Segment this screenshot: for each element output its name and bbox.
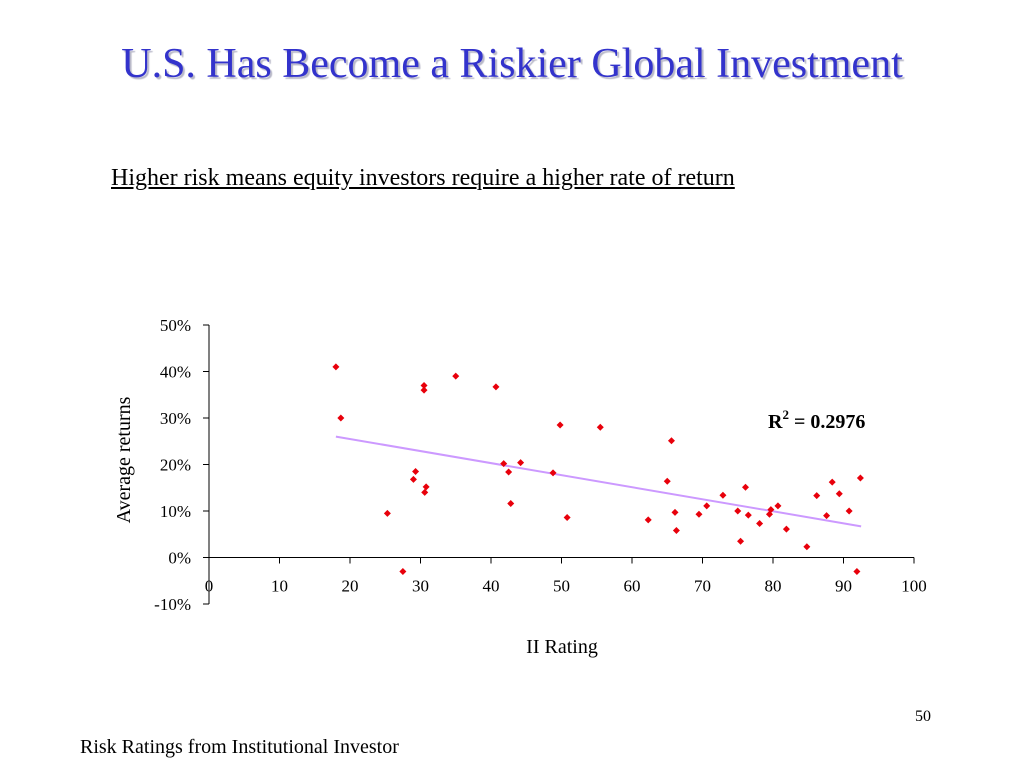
x-tick-label: 70 — [694, 577, 711, 596]
r-squared-annotation: R2 = 0.2976 — [768, 407, 865, 433]
data-point — [383, 509, 391, 517]
y-tick-label: 40% — [160, 363, 191, 382]
x-tick-label: 50 — [553, 577, 570, 596]
r2-value: = 0.2976 — [789, 411, 865, 433]
y-tick-label: 20% — [160, 456, 191, 475]
data-point — [412, 467, 420, 475]
data-point — [774, 502, 782, 510]
data-point — [737, 537, 745, 545]
data-point — [505, 468, 513, 476]
data-point — [507, 500, 515, 508]
data-point — [672, 527, 680, 535]
x-tick-label: 0 — [205, 577, 214, 596]
x-tick-label: 30 — [412, 577, 429, 596]
data-point — [671, 508, 679, 516]
data-point — [517, 459, 525, 467]
data-point — [500, 460, 508, 468]
data-point — [332, 363, 340, 371]
x-tick-label: 40 — [483, 577, 500, 596]
data-point — [813, 492, 821, 500]
data-point — [744, 511, 752, 519]
x-axis-title: II Rating — [526, 636, 598, 658]
trendline — [335, 435, 862, 528]
data-point — [703, 502, 711, 510]
data-points — [332, 363, 864, 575]
tick-labels: -10% 0% 10% 20% 30% 40% 50% 0 10 20 30 40 50 60 70 80 90… — [154, 316, 927, 614]
data-point — [399, 567, 407, 575]
data-point — [835, 490, 843, 498]
data-point — [663, 477, 671, 485]
data-point — [734, 507, 742, 515]
chart-axes — [203, 324, 915, 605]
y-tick-label: -10% — [154, 595, 191, 614]
data-point — [742, 483, 750, 491]
data-point — [644, 516, 652, 524]
x-tick-label: 60 — [624, 577, 641, 596]
data-point — [782, 525, 790, 533]
data-point — [856, 474, 864, 482]
x-tick-label: 20 — [342, 577, 359, 596]
r2-label: R — [768, 411, 783, 433]
x-tick-label: 100 — [901, 577, 927, 596]
data-point — [853, 567, 861, 575]
data-point — [803, 543, 811, 551]
data-point — [828, 478, 836, 486]
data-point — [422, 483, 430, 491]
y-tick-label: 50% — [160, 316, 191, 335]
x-tick-label: 90 — [835, 577, 852, 596]
data-point — [420, 386, 428, 394]
x-tick-label: 80 — [765, 577, 782, 596]
data-point — [452, 372, 460, 380]
data-point — [549, 469, 557, 477]
data-point — [420, 381, 428, 389]
data-point — [421, 488, 429, 496]
data-point — [667, 437, 675, 445]
data-point — [492, 383, 500, 391]
data-point — [409, 475, 417, 483]
data-point — [337, 414, 345, 422]
data-point — [767, 506, 775, 514]
slide-title: U.S. Has Become a Riskier Global Investm… — [121, 41, 903, 87]
x-tick-label: 10 — [271, 577, 288, 596]
data-point — [596, 423, 604, 431]
y-tick-label: 30% — [160, 409, 191, 428]
data-point — [756, 520, 764, 528]
source-note: Risk Ratings from Institutional Investor — [80, 736, 399, 758]
y-axis-title: Average returns — [113, 396, 135, 523]
trendline-layer — [335, 435, 862, 528]
page-number: 50 — [915, 708, 931, 725]
data-point — [695, 510, 703, 518]
data-point — [845, 507, 853, 515]
r2-exponent: 2 — [782, 407, 789, 422]
data-point — [719, 491, 727, 499]
y-tick-label: 10% — [160, 502, 191, 521]
y-tick-label: 0% — [168, 549, 191, 568]
slide-subtitle: Higher risk means equity investors requi… — [111, 165, 735, 191]
data-point — [556, 421, 564, 429]
data-point — [563, 514, 571, 522]
data-point — [823, 512, 831, 520]
